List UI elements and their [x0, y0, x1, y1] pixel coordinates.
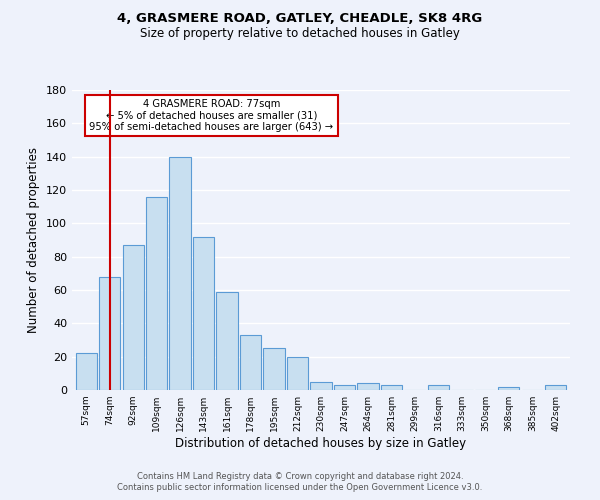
Bar — [428, 385, 449, 390]
Bar — [146, 196, 167, 390]
Bar — [76, 354, 97, 390]
Bar — [169, 156, 191, 390]
Bar — [263, 348, 284, 390]
Bar — [545, 385, 566, 390]
Bar — [217, 292, 238, 390]
Bar — [334, 385, 355, 390]
X-axis label: Distribution of detached houses by size in Gatley: Distribution of detached houses by size … — [175, 437, 467, 450]
Text: Size of property relative to detached houses in Gatley: Size of property relative to detached ho… — [140, 28, 460, 40]
Bar — [193, 236, 214, 390]
Bar — [287, 356, 308, 390]
Text: 4 GRASMERE ROAD: 77sqm
← 5% of detached houses are smaller (31)
95% of semi-deta: 4 GRASMERE ROAD: 77sqm ← 5% of detached … — [89, 99, 334, 132]
Text: 4, GRASMERE ROAD, GATLEY, CHEADLE, SK8 4RG: 4, GRASMERE ROAD, GATLEY, CHEADLE, SK8 4… — [118, 12, 482, 26]
Text: Contains HM Land Registry data © Crown copyright and database right 2024.: Contains HM Land Registry data © Crown c… — [137, 472, 463, 481]
Bar — [381, 385, 402, 390]
Bar — [99, 276, 120, 390]
Bar — [499, 386, 520, 390]
Bar — [310, 382, 332, 390]
Y-axis label: Number of detached properties: Number of detached properties — [28, 147, 40, 333]
Text: Contains public sector information licensed under the Open Government Licence v3: Contains public sector information licen… — [118, 483, 482, 492]
Bar — [122, 245, 143, 390]
Bar — [240, 335, 261, 390]
Bar — [358, 384, 379, 390]
